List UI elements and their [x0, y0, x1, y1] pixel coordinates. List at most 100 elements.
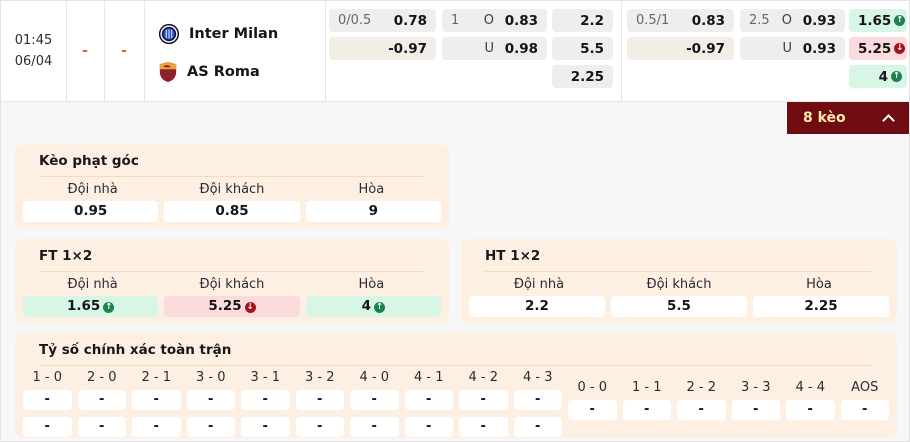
score-odds-cell[interactable]: -: [295, 390, 344, 410]
score-odds-cell[interactable]: -: [622, 400, 671, 420]
score-odds-cell[interactable]: -: [513, 417, 562, 437]
hdp2-home-odds[interactable]: 0.5/1 0.83: [627, 9, 734, 32]
away-team-name[interactable]: AS Roma: [187, 64, 260, 80]
more-odds-count-label: 8 kèo: [803, 110, 846, 126]
x2-1-home-odds[interactable]: 2.2: [552, 9, 613, 32]
score-odds-cell[interactable]: -: [186, 390, 235, 410]
x2-2-draw-odds[interactable]: 4 ↑: [849, 65, 907, 88]
hdp1-home-odds[interactable]: 0/0.5 0.78: [329, 9, 436, 32]
trend-down-icon: ↓: [894, 43, 906, 54]
score-label: 2 - 2: [686, 380, 717, 395]
x2-1-draw-odds[interactable]: 2.25: [552, 65, 613, 88]
score-column-3-1: 3 - 1 - -: [241, 369, 290, 437]
ht-away-odds[interactable]: 5.5: [611, 296, 747, 317]
score-odds-cell[interactable]: -: [840, 400, 889, 420]
chevron-up-icon: [882, 113, 895, 127]
score-column-2-2: 2 - 2 -: [677, 369, 726, 437]
hdp2-away-odds[interactable]: -0.97: [627, 37, 734, 60]
score-odds-cell[interactable]: -: [731, 400, 780, 420]
score-label: AOS: [851, 380, 879, 395]
draw-header: Hòa: [358, 277, 385, 292]
score-column-0-0: 0 - 0 -: [568, 369, 617, 437]
score-odds-cell[interactable]: -: [350, 417, 399, 437]
score-odds-cell[interactable]: -: [404, 417, 453, 437]
ou2-line: 2.5: [749, 13, 770, 28]
home-score: -: [82, 43, 88, 59]
home-header: Đội nhà: [67, 182, 118, 197]
score-column-4-2: 4 - 2 - -: [459, 369, 508, 437]
ft-home-odds[interactable]: 1.65 ↑: [23, 296, 159, 317]
ou1-under-odds[interactable]: U 0.98: [442, 37, 547, 60]
score-label: 1 - 0: [32, 370, 63, 385]
home-team-row[interactable]: Inter Milan: [158, 23, 278, 45]
column-divider: [144, 1, 145, 101]
home-team-name[interactable]: Inter Milan: [189, 26, 279, 42]
score-odds-cell[interactable]: -: [459, 417, 508, 437]
score-column-aos: AOS -: [840, 369, 889, 437]
score-odds-cell[interactable]: -: [459, 390, 508, 410]
ft-away-odds[interactable]: 5.25 ↓: [164, 296, 300, 317]
score-odds-cell[interactable]: -: [513, 390, 562, 410]
match-date: 06/04: [14, 54, 53, 69]
score-column-3-2: 3 - 2 - -: [295, 369, 344, 437]
corner-away-odds[interactable]: 0.85: [164, 201, 300, 222]
score-odds-cell[interactable]: -: [77, 390, 126, 410]
away-team-row[interactable]: AS Roma: [158, 61, 260, 83]
score-odds-cell[interactable]: -: [568, 400, 617, 420]
hdp1-line: 0/0.5: [338, 13, 372, 28]
score-odds-cell[interactable]: -: [186, 417, 235, 437]
x2-2-away-odds[interactable]: 5.25 ↓: [849, 37, 907, 60]
score-odds-cell[interactable]: -: [786, 400, 835, 420]
score-label: 3 - 1: [250, 370, 281, 385]
draw-header: Hòa: [806, 277, 832, 292]
ou1-over-odds[interactable]: 1 O 0.83: [442, 9, 547, 32]
ht-values: 2.2 5.5 2.25: [461, 292, 897, 317]
corner-home-odds[interactable]: 0.95: [23, 201, 159, 222]
more-odds-toggle-button[interactable]: 8 kèo: [787, 102, 909, 134]
score-column-4-4: 4 - 4 -: [786, 369, 835, 437]
ou1-line: 1: [451, 13, 460, 28]
corner-values: 0.95 0.85 9: [15, 197, 449, 222]
correct-score-title: Tỷ số chính xác toàn trận: [39, 342, 873, 366]
score-odds-cell[interactable]: -: [132, 390, 181, 410]
match-odds-table: 01:45 06/04 - - Inter Milan AS Roma 0/: [1, 1, 909, 102]
away-header: Đội khách: [199, 277, 265, 292]
score-odds-cell[interactable]: -: [677, 400, 726, 420]
ou2-under-odds[interactable]: U 0.93: [740, 37, 845, 60]
hdp1-away-odds[interactable]: -0.97: [329, 37, 436, 60]
score-column-3-3: 3 - 3 -: [731, 369, 780, 437]
ft-draw-odds[interactable]: 4 ↑: [305, 296, 441, 317]
ht-1x2-panel: HT 1×2 Đội nhà Đội khách Hòa 2.2 5.5 2.2…: [461, 239, 897, 324]
home-header: Đội nhà: [67, 277, 118, 292]
ft-panel-title: FT 1×2: [39, 248, 425, 272]
score-column-4-0: 4 - 0 - -: [350, 369, 399, 437]
ht-home-odds[interactable]: 2.2: [469, 296, 605, 317]
score-odds-cell[interactable]: -: [350, 390, 399, 410]
match-time-date: 01:45 06/04: [1, 1, 66, 101]
ht-draw-odds[interactable]: 2.25: [753, 296, 889, 317]
score-odds-cell[interactable]: -: [241, 390, 290, 410]
corner-draw-odds[interactable]: 9: [305, 201, 441, 222]
score-odds-cell[interactable]: -: [404, 390, 453, 410]
over-label: O: [781, 13, 792, 28]
x2-1-away-odds[interactable]: 5.5: [552, 37, 613, 60]
trend-up-icon: ↑: [894, 15, 906, 26]
score-column-1-1: 1 - 1 -: [622, 369, 671, 437]
score-odds-cell[interactable]: -: [241, 417, 290, 437]
x2-2-home-odds[interactable]: 1.65 ↑: [849, 9, 907, 32]
hdp2-line: 0.5/1: [636, 13, 670, 28]
ou2-over-odds[interactable]: 2.5 O 0.93: [740, 9, 845, 32]
score-column-4-1: 4 - 1 - -: [404, 369, 453, 437]
score-odds-cell[interactable]: -: [77, 417, 126, 437]
score-odds-cell[interactable]: -: [23, 417, 72, 437]
score-label: 3 - 3: [741, 380, 771, 395]
score-odds-cell[interactable]: -: [132, 417, 181, 437]
score-label: 4 - 1: [414, 370, 444, 385]
score-odds-cell[interactable]: -: [23, 390, 72, 410]
match-time: 01:45: [14, 33, 53, 48]
score-odds-cell[interactable]: -: [295, 417, 344, 437]
ft-values: 1.65 ↑ 5.25 ↓ 4 ↑: [15, 292, 449, 317]
trend-up-icon: ↑: [374, 302, 386, 313]
column-divider: [621, 1, 622, 101]
